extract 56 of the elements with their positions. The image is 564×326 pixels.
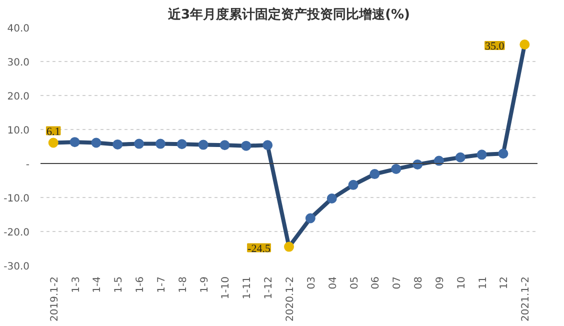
point bbox=[241, 140, 252, 151]
point bbox=[498, 148, 508, 159]
chart-title: 近3年月度累计固定资产投资同比增速(%) bbox=[167, 6, 410, 22]
x-tick-label: 06 bbox=[370, 276, 382, 290]
x-tick-label: 1-5 bbox=[114, 276, 125, 293]
data-label: 35.0 bbox=[485, 40, 505, 52]
x-tick-label: 1-11 bbox=[242, 276, 254, 300]
x-tick-label: 11 bbox=[478, 276, 489, 290]
x-tick-label: 03 bbox=[306, 276, 318, 290]
data-label: -24.5 bbox=[248, 242, 271, 255]
x-tick-label: 1-7 bbox=[156, 276, 168, 293]
x-tick-label: 2021.1-2 bbox=[520, 276, 532, 322]
point bbox=[455, 152, 466, 162]
x-tick-label: 1-6 bbox=[135, 276, 146, 293]
x-tick-label: 07 bbox=[392, 276, 404, 290]
x-tick-label: 1-3 bbox=[70, 276, 82, 293]
y-tick-label: 30.0 bbox=[7, 58, 30, 68]
point bbox=[391, 164, 402, 174]
x-tick-label: 1-4 bbox=[92, 276, 104, 293]
x-tick-label: 1-8 bbox=[178, 276, 189, 293]
data-label: 6.1 bbox=[46, 126, 60, 138]
x-tick-label: 04 bbox=[328, 276, 339, 290]
x-tick-label: 1-12 bbox=[264, 276, 275, 300]
point bbox=[284, 242, 294, 252]
point bbox=[112, 139, 123, 150]
point bbox=[370, 169, 380, 180]
point bbox=[326, 194, 337, 204]
point bbox=[220, 140, 230, 150]
point bbox=[198, 140, 208, 150]
y-tick-label: -20.0 bbox=[4, 228, 30, 238]
point bbox=[70, 137, 80, 148]
x-tick-label: 1-10 bbox=[220, 276, 232, 300]
y-tick-label: 40.0 bbox=[7, 24, 30, 34]
x-tick-label: 2020.1-2 bbox=[285, 276, 296, 322]
y-tick-label: 20.0 bbox=[7, 92, 30, 102]
y-tick-label: -10.0 bbox=[4, 194, 30, 204]
x-tick-label: 08 bbox=[414, 276, 425, 290]
x-tick-label: 05 bbox=[349, 276, 360, 290]
y-tick-label: 10.0 bbox=[7, 126, 30, 136]
point bbox=[262, 140, 273, 150]
point bbox=[476, 150, 487, 160]
point bbox=[91, 138, 102, 148]
point bbox=[176, 139, 187, 150]
point bbox=[155, 138, 166, 149]
point bbox=[48, 138, 58, 148]
y-tick-label: -30.0 bbox=[4, 262, 30, 272]
x-tick-label: 12 bbox=[499, 276, 510, 290]
point bbox=[348, 180, 358, 190]
x-tick-label: 2019.1-2 bbox=[49, 276, 60, 322]
point bbox=[520, 40, 530, 50]
y-tick-label: - bbox=[26, 160, 30, 170]
point bbox=[134, 138, 144, 149]
x-tick-label: 10 bbox=[456, 276, 468, 290]
x-tick-label: 1-9 bbox=[199, 276, 210, 293]
x-tick-label: 09 bbox=[434, 276, 446, 290]
point bbox=[305, 213, 316, 224]
